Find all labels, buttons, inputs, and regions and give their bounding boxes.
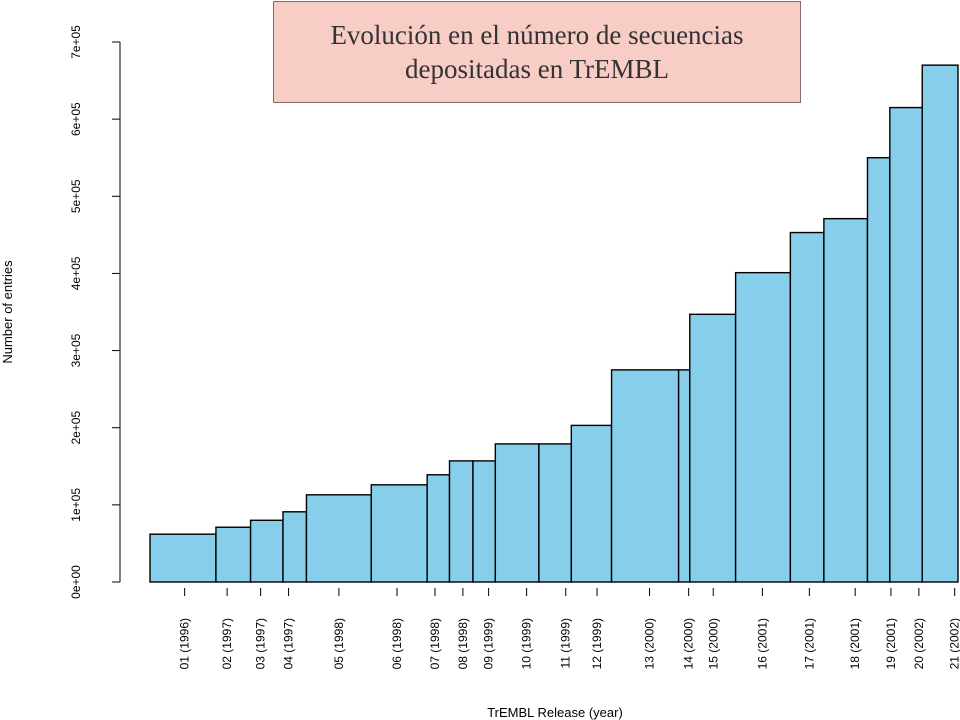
bar <box>921 64 959 583</box>
bar <box>448 460 474 583</box>
x-tick-label: 17 (2001) <box>802 618 816 669</box>
bar <box>370 484 428 583</box>
y-axis: 0e+00 1e+05 2e+05 3e+05 4e+05 5e+05 6e+05 7e+05 <box>69 25 121 599</box>
x-tick-label: 06 (1998) <box>390 618 404 669</box>
y-tick-label: 4e+05 <box>69 256 83 290</box>
y-tick-label: 7e+05 <box>69 25 83 59</box>
x-tick-label: 09 (1999) <box>482 618 496 669</box>
x-tick-label: 14 (2000) <box>682 618 696 669</box>
x-tick-label: 20 (2002) <box>912 618 926 669</box>
x-axis-ticks: 01 (1996) 02 (1997) 03 (1997) 04 (1997) 05 (… <box>178 588 960 669</box>
x-tick-label: 15 (2000) <box>706 618 720 669</box>
bars-layer <box>149 64 959 583</box>
x-tick-label: 13 (2000) <box>643 618 657 669</box>
x-tick-label: 18 (2001) <box>848 618 862 669</box>
x-tick-label: 04 (1997) <box>282 618 296 669</box>
chart-title-line-1: Evolución en el número de secuencias <box>330 20 744 50</box>
y-tick-label: 6e+05 <box>69 102 83 136</box>
bar <box>866 157 891 583</box>
bar <box>570 424 613 583</box>
bar <box>689 313 737 583</box>
x-tick-label: 12 (1999) <box>590 618 604 669</box>
bar <box>305 494 372 583</box>
x-tick-label: 03 (1997) <box>254 618 268 669</box>
y-axis-label: Number of entries <box>0 260 15 364</box>
x-tick-label: 05 (1998) <box>332 618 346 669</box>
chart-title: Evolución en el número de secuencias dep… <box>273 1 801 103</box>
y-tick-label: 1e+05 <box>69 488 83 522</box>
x-tick-label: 08 (1998) <box>456 618 470 669</box>
bar <box>610 369 680 583</box>
bar <box>889 106 923 583</box>
bar <box>538 443 573 583</box>
y-tick-label: 0e+00 <box>69 565 83 599</box>
bar <box>472 460 497 583</box>
x-tick-label: 01 (1996) <box>178 618 192 669</box>
bar <box>149 533 217 583</box>
bar <box>426 474 451 583</box>
x-tick-label: 10 (1999) <box>520 618 534 669</box>
bar <box>282 511 308 583</box>
bar <box>677 369 691 583</box>
x-tick-label: 21 (2002) <box>948 618 960 669</box>
x-tick-label: 11 (1999) <box>559 618 573 668</box>
bar <box>249 519 284 583</box>
x-tick-label: 02 (1997) <box>220 618 234 669</box>
x-tick-label: 19 (2001) <box>884 618 898 669</box>
y-tick-label: 3e+05 <box>69 333 83 367</box>
chart-title-line-2: depositadas en TrEMBL <box>404 54 669 84</box>
x-tick-label: 07 (1998) <box>428 618 442 669</box>
bar <box>789 231 825 583</box>
bar <box>734 271 792 583</box>
x-tick-label: 16 (2001) <box>755 618 769 669</box>
y-tick-label: 5e+05 <box>69 179 83 213</box>
bar <box>215 526 252 583</box>
bar <box>823 217 869 583</box>
y-tick-label: 2e+05 <box>69 411 83 445</box>
x-axis-label: TrEMBL Release (year) <box>487 705 623 720</box>
bar <box>494 443 540 583</box>
